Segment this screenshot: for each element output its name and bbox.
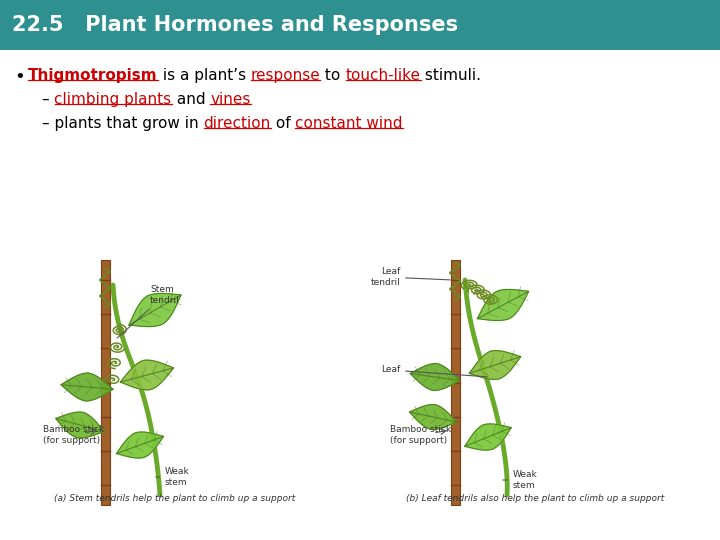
Text: –: –: [42, 92, 55, 107]
Text: of: of: [271, 116, 295, 131]
Bar: [101, 260, 109, 505]
Polygon shape: [469, 350, 521, 380]
Text: Leaf: Leaf: [381, 366, 487, 377]
Text: Leaf
tendril: Leaf tendril: [370, 267, 450, 287]
Text: and: and: [171, 92, 210, 107]
Polygon shape: [61, 373, 113, 401]
Text: stimuli.: stimuli.: [420, 68, 482, 83]
Text: – plants that grow in: – plants that grow in: [42, 116, 204, 131]
Text: to: to: [320, 68, 346, 83]
Bar: [451, 260, 459, 505]
Polygon shape: [477, 289, 528, 321]
Polygon shape: [129, 293, 181, 327]
Text: Weak
stem: Weak stem: [156, 467, 190, 487]
Polygon shape: [56, 412, 104, 438]
Text: Bamboo stick
(for support): Bamboo stick (for support): [390, 426, 451, 445]
Polygon shape: [410, 404, 456, 429]
Text: 22.5   Plant Hormones and Responses: 22.5 Plant Hormones and Responses: [12, 15, 458, 35]
Text: touch-like: touch-like: [346, 68, 420, 83]
Polygon shape: [117, 432, 163, 458]
Bar: [0, 0, 720, 50]
Text: constant wind: constant wind: [295, 116, 402, 131]
Text: (b) Leaf tendrils also help the plant to climb up a support: (b) Leaf tendrils also help the plant to…: [406, 494, 664, 503]
Text: direction: direction: [204, 116, 271, 131]
Polygon shape: [410, 363, 460, 390]
Text: (a) Stem tendrils help the plant to climb up a support: (a) Stem tendrils help the plant to clim…: [55, 494, 296, 503]
Text: •: •: [14, 68, 24, 86]
Text: Weak
stem: Weak stem: [503, 470, 538, 490]
Text: is a plant’s: is a plant’s: [158, 68, 251, 83]
Text: vines: vines: [210, 92, 251, 107]
Polygon shape: [465, 424, 511, 450]
Text: Bamboo stick
(for support): Bamboo stick (for support): [43, 426, 104, 445]
Polygon shape: [120, 360, 174, 390]
Text: response: response: [251, 68, 320, 83]
Text: climbing plants: climbing plants: [55, 92, 171, 107]
Text: Stem
tendril: Stem tendril: [117, 285, 180, 338]
Text: Thigmotropism: Thigmotropism: [28, 68, 158, 83]
